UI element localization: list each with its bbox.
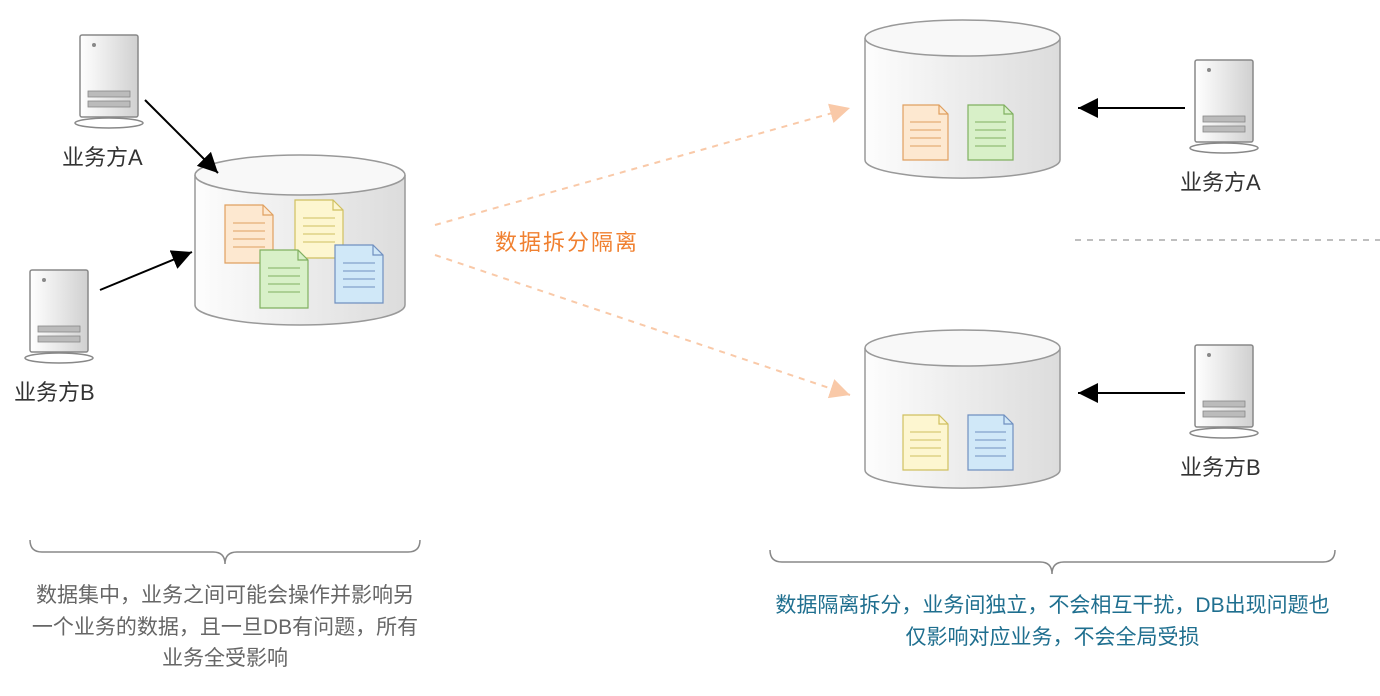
doc-green-right <box>968 105 1013 160</box>
label-server-a-right: 业务方A <box>1180 165 1261 197</box>
arrow-a-to-db-left <box>145 100 218 173</box>
label-server-a-left: 业务方A <box>62 140 143 172</box>
label-server-b-right: 业务方B <box>1180 450 1261 482</box>
label-center-split: 数据拆分隔离 <box>495 225 639 257</box>
doc-orange-right <box>903 105 948 160</box>
server-a-right <box>1190 60 1258 153</box>
caption-left: 数据集中，业务之间可能会操作并影响另一个业务的数据，且一旦DB有问题，所有业务全… <box>30 580 420 675</box>
doc-green-left <box>260 250 308 308</box>
bracket-left <box>30 540 420 564</box>
caption-right: 数据隔离拆分，业务间独立，不会相互干扰，DB出现问题也仅影响对应业务，不会全局受… <box>770 590 1335 653</box>
doc-yellow-right <box>903 415 948 470</box>
server-a-left <box>75 35 143 128</box>
database-right-top <box>865 20 1060 178</box>
doc-blue-right <box>968 415 1013 470</box>
label-server-b-left: 业务方B <box>14 375 95 407</box>
database-right-bottom <box>865 330 1060 488</box>
doc-blue-left <box>335 245 383 303</box>
server-b-right <box>1190 345 1258 438</box>
server-b-left <box>25 270 93 363</box>
arrow-b-to-db-left <box>100 252 192 290</box>
split-arrow-bottom <box>435 255 850 395</box>
bracket-right <box>770 550 1335 574</box>
split-arrow-top <box>435 108 850 225</box>
